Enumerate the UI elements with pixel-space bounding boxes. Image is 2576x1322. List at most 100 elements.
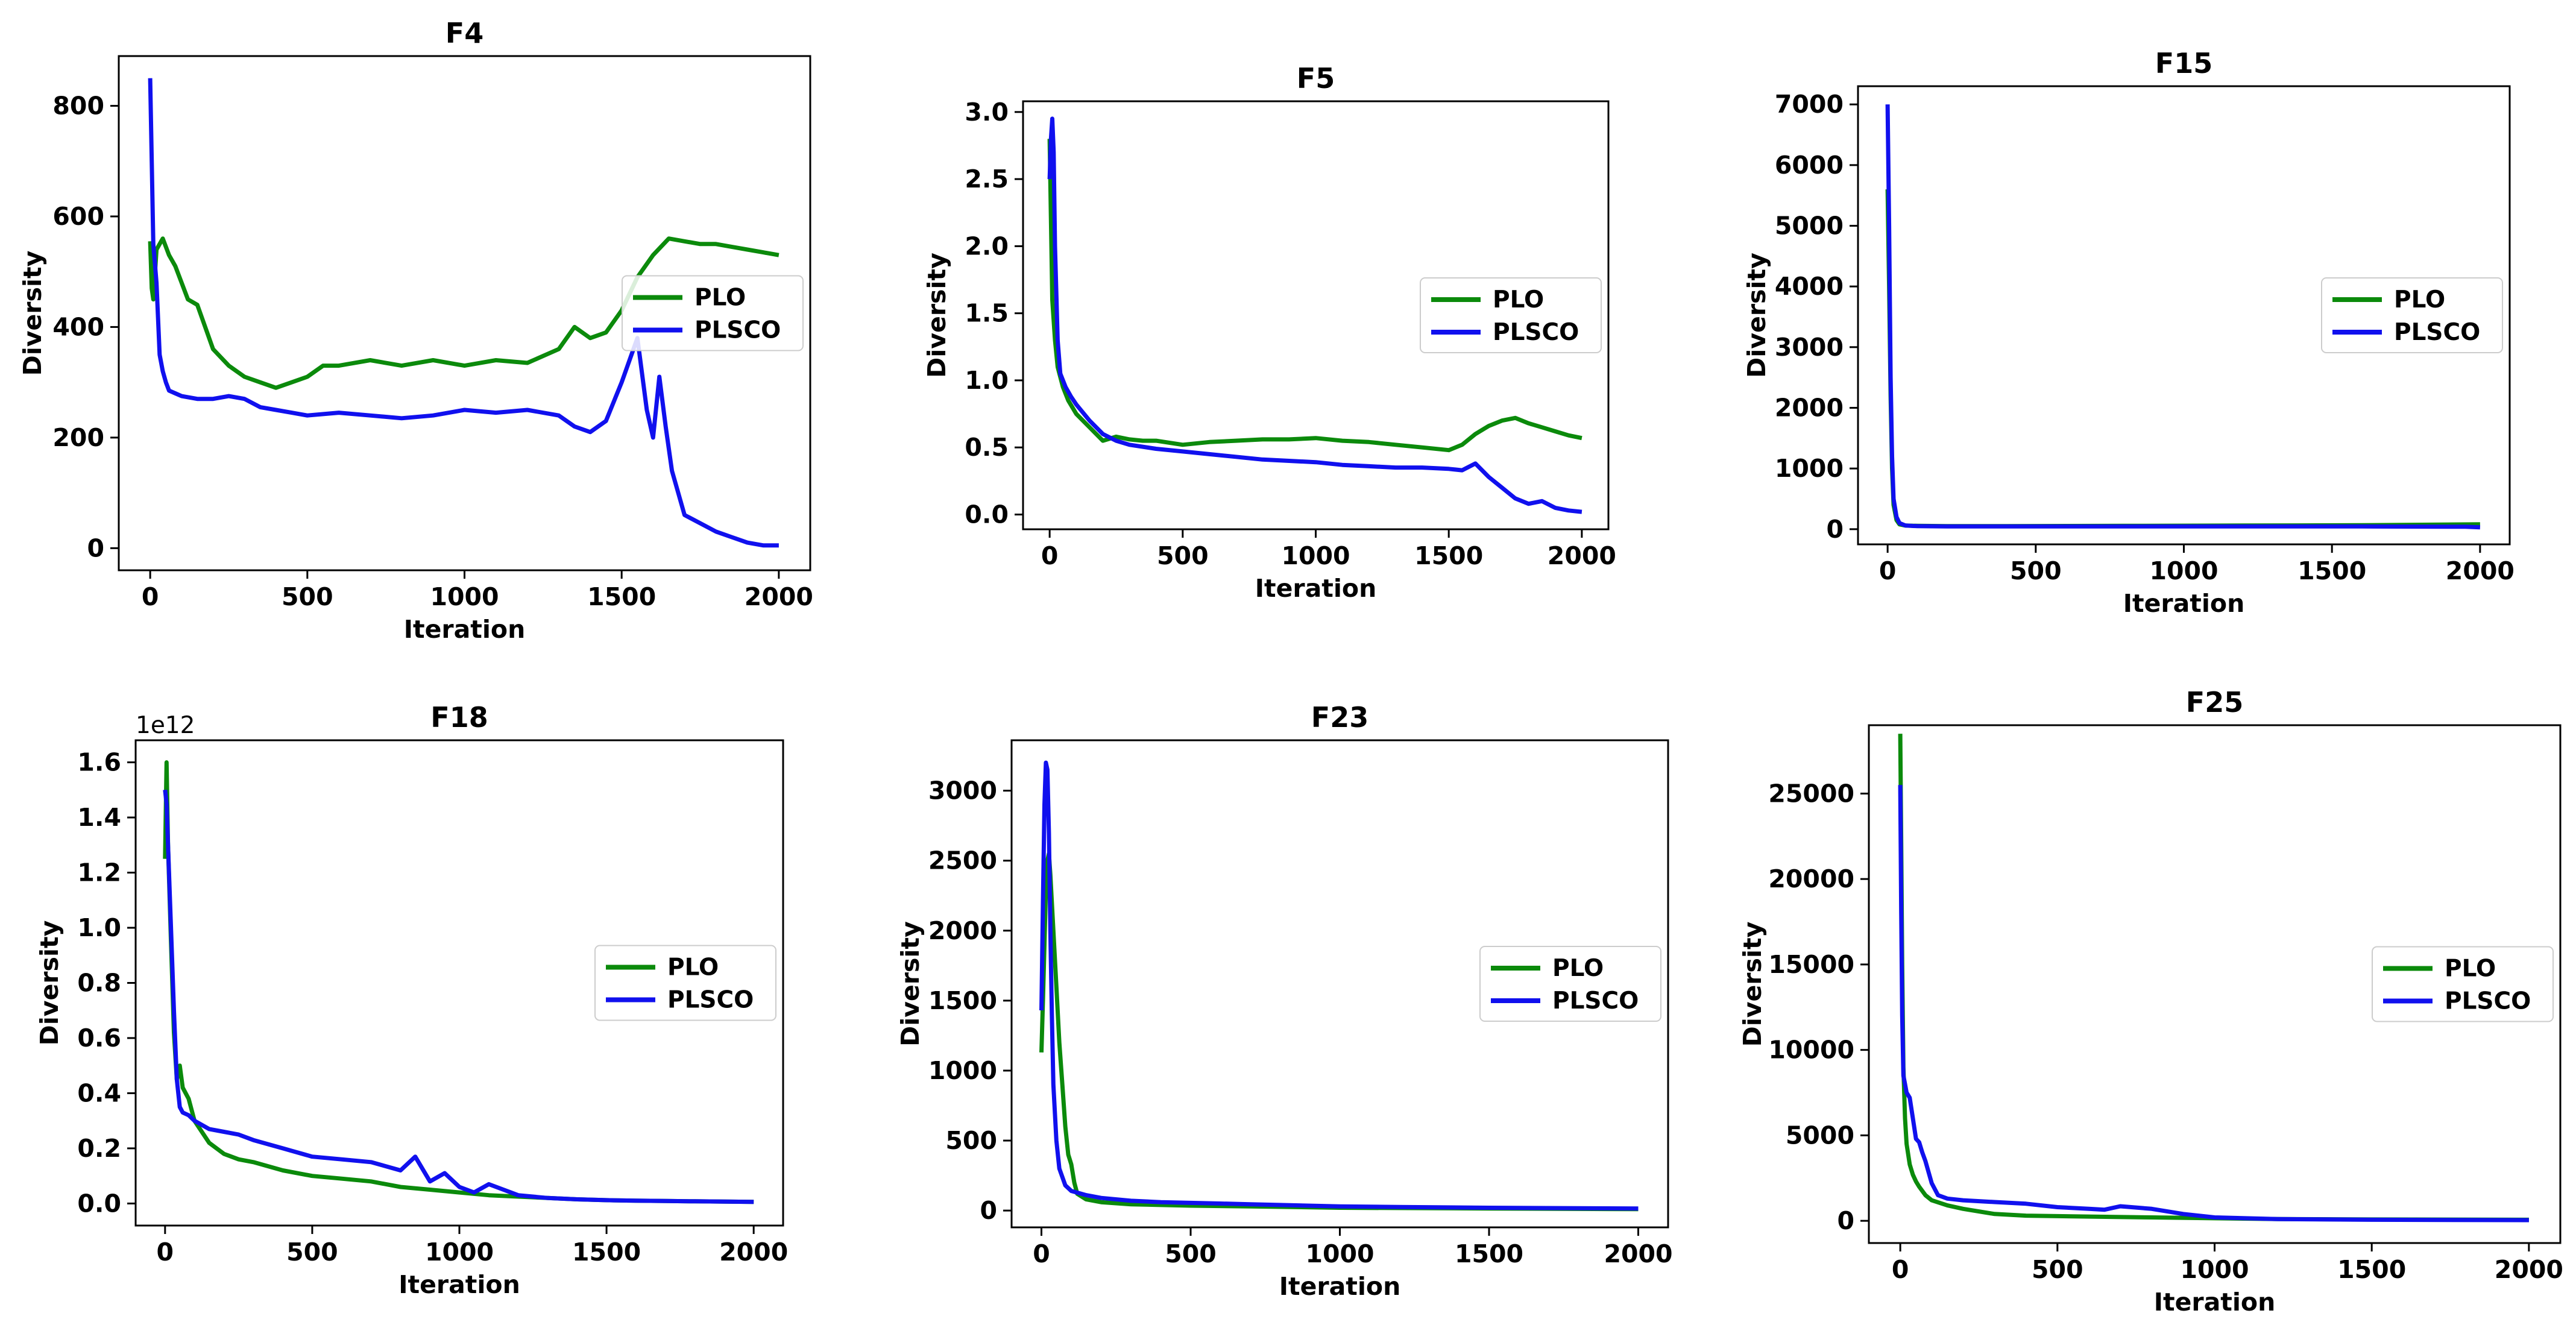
chart-f15-ytick-label: 3000 — [1775, 333, 1844, 362]
chart-f18-xtick-label: 500 — [286, 1238, 338, 1267]
chart-f15-ytick-label: 7000 — [1775, 90, 1844, 119]
chart-f18-ytick-label: 1.6 — [77, 748, 121, 777]
chart-f5-series-plsco-line — [1047, 116, 1582, 514]
chart-f5-ytick-label: 0.5 — [965, 433, 1009, 462]
chart-f15-series-plo-line — [1885, 189, 2480, 529]
chart-f25-ytick-label: 0 — [1837, 1206, 1854, 1235]
chart-f25-ytick-label: 25000 — [1768, 779, 1854, 808]
chart-f15-legend: PLO PLSCO — [2321, 277, 2503, 353]
chart-f5-ylabel: Diversity — [922, 253, 951, 378]
chart-f4-ylabel: Diversity — [18, 251, 47, 376]
chart-f23-xlabel: Iteration — [1279, 1272, 1401, 1301]
chart-f25-series-plsco-line — [1898, 785, 2529, 1223]
chart-f5-ytick-label: 1.0 — [965, 366, 1009, 395]
chart-f5-ytick-label: 2.5 — [965, 165, 1009, 194]
chart-f18-legend-label-plo: PLO — [667, 954, 719, 981]
chart-f23-xtick-label: 0 — [1033, 1239, 1050, 1268]
chart-f4-legend-label-plsco: PLSCO — [694, 317, 781, 344]
chart-f25-xtick-label: 500 — [2032, 1255, 2083, 1284]
chart-f23-ytick-label: 500 — [945, 1126, 997, 1155]
chart-f25-xtick-label: 1000 — [2180, 1255, 2249, 1284]
chart-f5-xtick-label: 500 — [1157, 541, 1209, 570]
chart-f18-xtick-label: 0 — [157, 1238, 174, 1267]
chart-f5-title: F5 — [1297, 62, 1335, 95]
chart-f18-ytick-label: 0.0 — [77, 1189, 121, 1218]
chart-f5-legend: PLO PLSCO — [1420, 277, 1602, 353]
chart-f23-xtick-label: 500 — [1165, 1239, 1217, 1268]
chart-f25-xtick-label: 1500 — [2337, 1255, 2406, 1284]
chart-f15-xtick-label: 0 — [1879, 556, 1897, 585]
chart-f5-series-plo-line — [1047, 139, 1582, 453]
chart-f23-ytick-label: 2500 — [928, 846, 997, 875]
chart-f23-ylabel: Diversity — [896, 921, 925, 1047]
chart-f4-xlabel: Iteration — [404, 615, 526, 644]
chart-f4-ytick-label: 0 — [87, 534, 104, 562]
chart-f18-offset-label: 1e12 — [136, 712, 195, 739]
chart-f23-series-plo-line — [1039, 851, 1639, 1212]
chart-f4-ytick-label: 800 — [52, 92, 104, 121]
chart-f23-ytick-label: 1500 — [928, 986, 997, 1015]
chart-f5-xtick-label: 0 — [1041, 541, 1059, 570]
chart-f18-ytick-label: 0.6 — [77, 1024, 121, 1053]
chart-f5-xtick-label: 1500 — [1414, 541, 1483, 570]
chart-f18-legend: PLO PLSCO — [594, 945, 776, 1021]
chart-f25-xtick-label: 2000 — [2495, 1255, 2563, 1284]
chart-f15-ylabel: Diversity — [1742, 253, 1771, 378]
chart-f15-ytick-label: 0 — [1826, 515, 1844, 544]
chart-f23-ytick-label: 3000 — [928, 776, 997, 805]
chart-f23-xtick-label: 1500 — [1455, 1239, 1523, 1268]
chart-f18-legend-label-plsco: PLSCO — [667, 987, 754, 1014]
chart-f18-xtick-label: 1000 — [425, 1238, 494, 1267]
chart-f4-ytick-label: 200 — [52, 423, 104, 452]
chart-f18: 0 500 1000 1500 2000 0.0 0.2 0.4 0.6 0.8 1.0 1.2 1.4… — [35, 701, 788, 1299]
chart-f18-ytick-label: 0.2 — [77, 1134, 121, 1163]
chart-f23-legend-label-plo: PLO — [1552, 955, 1604, 982]
chart-f25-xtick-label: 0 — [1892, 1255, 1909, 1284]
chart-f5: 0 500 1000 1500 2000 0.0 0.5 1.0 1.5 2.0 2.5 3.0 F5 I… — [922, 62, 1616, 603]
chart-f18-series-plsco-line — [163, 789, 754, 1204]
chart-f5-xtick-label: 1000 — [1281, 541, 1350, 570]
chart-f23-xtick-label: 2000 — [1604, 1239, 1672, 1268]
chart-f18-xlabel: Iteration — [398, 1270, 520, 1299]
chart-f5-legend-label-plo: PLO — [1493, 286, 1544, 313]
chart-f18-ylabel: Diversity — [35, 921, 64, 1046]
chart-f25-legend-label-plsco: PLSCO — [2445, 988, 2531, 1015]
chart-f5-ytick-label: 1.5 — [965, 299, 1009, 328]
chart-f25-ytick-label: 20000 — [1768, 864, 1854, 893]
chart-f15-xtick-label: 500 — [2010, 556, 2062, 585]
chart-f4-xtick-label: 1000 — [430, 582, 499, 611]
chart-f15-xtick-label: 2000 — [2446, 556, 2515, 585]
chart-f5-ytick-label: 2.0 — [965, 231, 1009, 260]
chart-f18-title: F18 — [430, 701, 488, 734]
chart-f25-xlabel: Iteration — [2154, 1288, 2276, 1317]
chart-f5-ytick-label: 3.0 — [965, 98, 1009, 127]
chart-f23-xtick-label: 1000 — [1305, 1239, 1374, 1268]
chart-f15-ytick-label: 6000 — [1775, 151, 1844, 180]
chart-f18-ytick-label: 1.0 — [77, 913, 121, 942]
chart-f23-title: F23 — [1311, 701, 1368, 734]
chart-f15-ytick-label: 1000 — [1775, 454, 1844, 483]
chart-f15-ytick-label: 2000 — [1775, 394, 1844, 423]
chart-f25-ytick-label: 10000 — [1768, 1036, 1854, 1065]
chart-f15-ytick-label: 4000 — [1775, 272, 1844, 301]
chart-f18-ytick-label: 0.4 — [77, 1078, 121, 1107]
chart-f18-ytick-label: 0.8 — [77, 969, 121, 998]
chart-f18-xtick-label: 2000 — [719, 1238, 788, 1267]
chart-f23-legend: PLO PLSCO — [1479, 946, 1661, 1022]
chart-f15-xtick-label: 1500 — [2297, 556, 2366, 585]
chart-f25-series-plo-line — [1898, 734, 2529, 1222]
chart-f4-xtick-label: 500 — [282, 582, 333, 611]
chart-f4-ytick-label: 400 — [52, 312, 104, 341]
chart-f25-title: F25 — [2186, 686, 2243, 719]
chart-f23-ytick-label: 1000 — [928, 1056, 997, 1085]
chart-f4-legend: PLO PLSCO — [622, 275, 804, 351]
chart-f4-series-plo-line — [148, 236, 779, 390]
chart-f15: 0 500 1000 1500 2000 0 1000 2000 3000 4000 5000 600… — [1742, 47, 2515, 618]
chart-f15-xtick-label: 1000 — [2149, 556, 2218, 585]
chart-f23-ytick-label: 0 — [980, 1196, 997, 1225]
chart-f18-ytick-label: 1.2 — [77, 858, 121, 887]
chart-f23-series-plsco-line — [1039, 760, 1639, 1211]
chart-f25-legend-label-plo: PLO — [2445, 955, 2496, 983]
chart-f5-legend-label-plsco: PLSCO — [1493, 319, 1579, 346]
chart-f23-ytick-label: 2000 — [928, 916, 997, 945]
